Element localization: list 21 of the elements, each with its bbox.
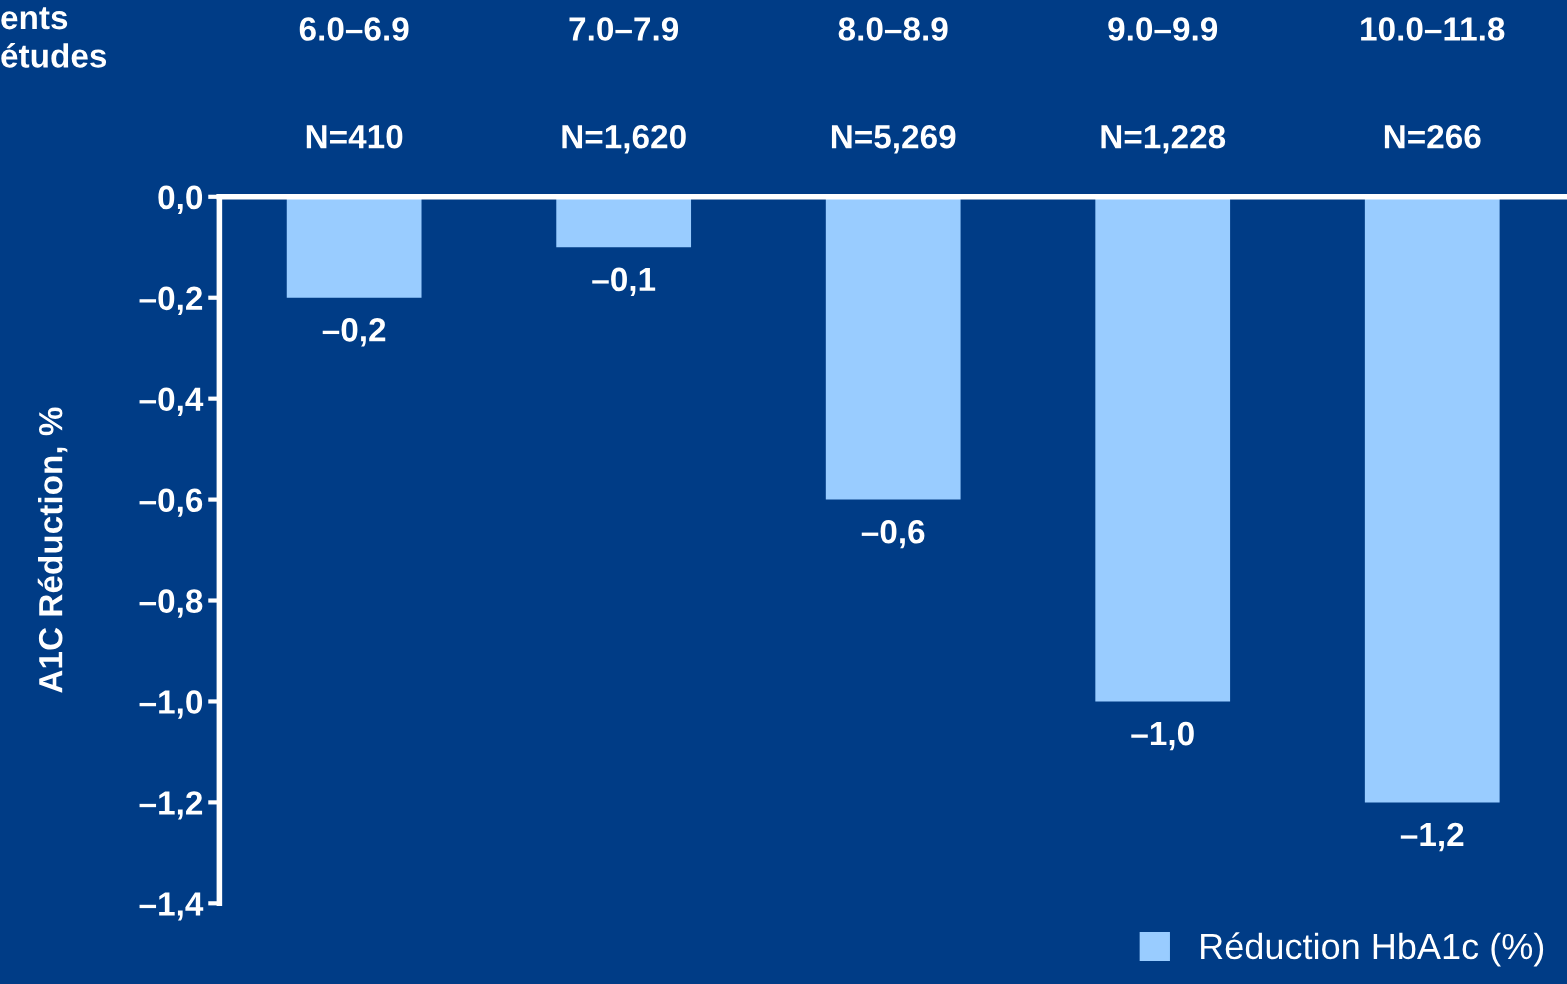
data-label: –0,6	[861, 519, 925, 549]
y-axis-title: A1C Réduction, %	[37, 407, 68, 693]
data-label: –1,2	[1400, 822, 1464, 852]
category-label: 10.0–11.8 N=266	[1361, 17, 1505, 149]
y-tick-label: –1,2	[139, 791, 203, 820]
category-label: 9.0–9.9 N=1,228	[1101, 17, 1226, 154]
y-tick-label: –0,2	[139, 286, 203, 315]
category-label: 8.0–8.9 N=5,269	[831, 17, 956, 154]
data-label: –0,2	[322, 318, 386, 347]
text: ents études	[1, 7, 107, 68]
y-tick-label: 0,0	[158, 185, 203, 215]
y-tick-label: –1,0	[139, 690, 203, 719]
category-label: 6.0–6.9 N=410	[299, 17, 409, 149]
y-tick-label: –0,8	[139, 589, 203, 618]
y-tick-label: –0,4	[139, 387, 204, 416]
data-label: –1,0	[1131, 721, 1194, 751]
data-label: –0,1	[592, 267, 656, 297]
y-tick-label: –1,4	[139, 892, 204, 921]
category-label: 7.0–7.9 N=1,620	[562, 17, 686, 154]
y-tick-label: –0,6	[139, 488, 203, 517]
legend-label: Réduction HbA1c (%)	[1201, 932, 1544, 967]
